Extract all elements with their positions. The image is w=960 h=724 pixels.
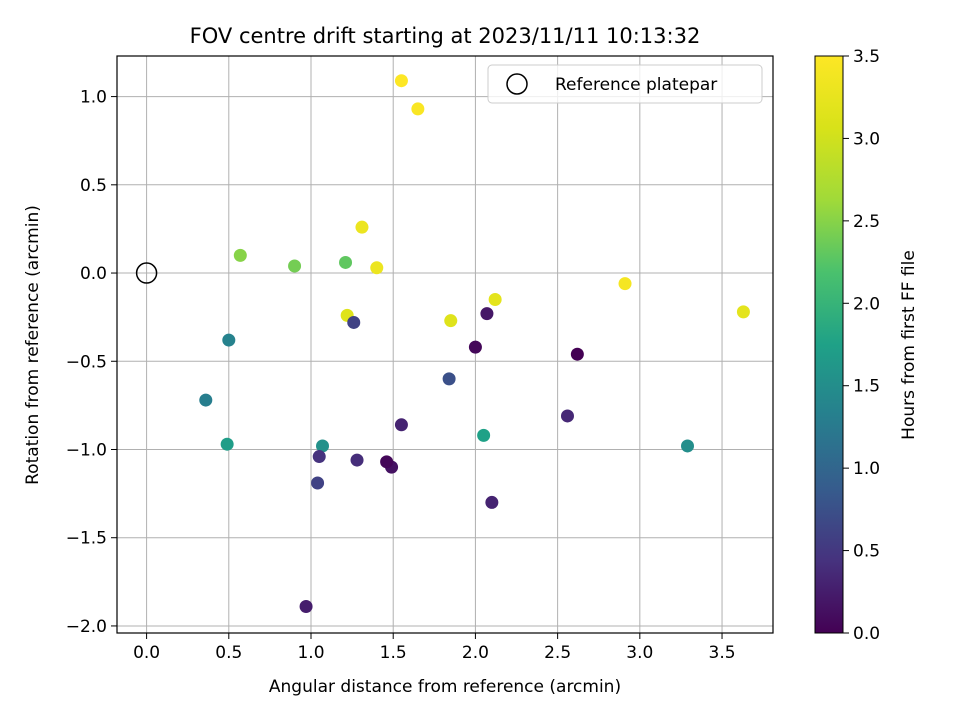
- legend-reference-marker: [506, 73, 528, 95]
- data-point: [394, 418, 408, 432]
- colorbar-tick-label: 0.5: [853, 542, 880, 562]
- data-point: [480, 307, 494, 321]
- x-axis-ticks: 0.0 0.5 1.0 1.5 2.0 2.5 3.0 3.5: [133, 633, 736, 663]
- colorbar-tick-label: 3.5: [853, 47, 880, 67]
- data-points: [199, 74, 750, 614]
- colorbar: 0.0 0.5 1.0 1.5 2.0 2.5 3.0 3.5 Hours from firs…: [814, 47, 919, 644]
- data-point: [288, 259, 302, 273]
- chart-title: FOV centre drift starting at 2023/11/11 …: [190, 24, 701, 48]
- data-point: [560, 409, 574, 423]
- x-tick-label: 1.5: [380, 643, 407, 663]
- x-tick-label: 2.0: [462, 643, 489, 663]
- data-point: [355, 220, 369, 234]
- data-point: [736, 305, 750, 319]
- x-tick-label: 3.5: [709, 643, 736, 663]
- data-point: [380, 455, 394, 469]
- data-point: [233, 248, 247, 262]
- data-point: [485, 495, 499, 509]
- reference-marker: [135, 262, 158, 284]
- data-point: [299, 600, 313, 614]
- colorbar-ticks: 0.0 0.5 1.0 1.5 2.0 2.5 3.0 3.5: [843, 47, 880, 644]
- data-point: [570, 347, 584, 361]
- x-tick-label: 0.0: [133, 643, 160, 663]
- colorbar-tick-label: 2.5: [853, 212, 880, 232]
- y-tick-label: −0.5: [66, 352, 107, 372]
- x-axis-label: Angular distance from reference (arcmin): [269, 677, 621, 697]
- data-point: [442, 372, 456, 386]
- data-point: [350, 453, 364, 467]
- x-tick-label: 0.5: [215, 643, 242, 663]
- x-tick-label: 3.0: [626, 643, 653, 663]
- y-tick-label: 1.0: [80, 88, 107, 108]
- data-point: [312, 450, 326, 464]
- y-axis-ticks: −2.0 −1.5 −1.0 −0.5 0.0 0.5 1.0: [66, 88, 117, 637]
- x-tick-label: 2.5: [544, 643, 571, 663]
- data-point: [444, 314, 458, 328]
- colorbar-gradient: [814, 55, 844, 634]
- data-point: [477, 428, 491, 442]
- data-point: [681, 439, 695, 453]
- data-point: [394, 74, 408, 88]
- legend: Reference platepar: [487, 64, 763, 104]
- data-point: [411, 102, 425, 116]
- data-point: [199, 393, 213, 407]
- legend-label: Reference platepar: [555, 75, 717, 95]
- colorbar-tick-label: 1.5: [853, 377, 880, 397]
- data-point: [220, 437, 234, 451]
- y-tick-label: −1.5: [66, 529, 107, 549]
- colorbar-tick-label: 2.0: [853, 294, 880, 314]
- y-tick-label: −1.0: [66, 440, 107, 460]
- grid-lines: [117, 56, 773, 633]
- colorbar-tick-label: 1.0: [853, 459, 880, 479]
- y-axis-label: Rotation from reference (arcmin): [23, 205, 43, 485]
- y-tick-label: 0.0: [80, 264, 107, 284]
- data-point: [370, 261, 384, 275]
- data-point: [222, 333, 236, 347]
- data-point: [488, 293, 502, 307]
- colorbar-tick-label: 3.0: [853, 129, 880, 149]
- y-tick-label: −2.0: [66, 617, 107, 637]
- y-tick-label: 0.5: [80, 176, 107, 196]
- data-point: [468, 340, 482, 354]
- colorbar-label: Hours from first FF file: [899, 250, 919, 440]
- data-point: [339, 255, 353, 269]
- data-point: [316, 439, 330, 453]
- colorbar-tick-label: 0.0: [853, 624, 880, 644]
- plot-frame: [116, 55, 774, 634]
- data-point: [311, 476, 325, 490]
- legend-box: [487, 64, 763, 104]
- x-tick-label: 1.0: [297, 643, 324, 663]
- data-point: [618, 277, 632, 291]
- data-point: [347, 315, 361, 329]
